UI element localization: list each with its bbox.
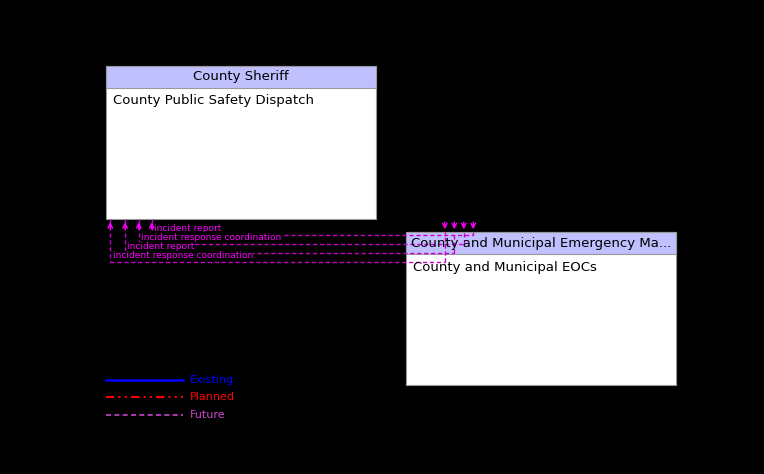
Text: Existing: Existing bbox=[190, 375, 235, 385]
Text: incident response coordination: incident response coordination bbox=[112, 251, 253, 260]
Text: incident report: incident report bbox=[154, 224, 222, 233]
Text: incident report: incident report bbox=[128, 242, 195, 251]
Text: County Public Safety Dispatch: County Public Safety Dispatch bbox=[113, 94, 314, 108]
Text: incident response coordination: incident response coordination bbox=[141, 233, 281, 242]
Bar bbox=[106, 66, 376, 88]
Text: Future: Future bbox=[190, 410, 226, 420]
Text: County and Municipal Emergency Ma...: County and Municipal Emergency Ma... bbox=[411, 237, 672, 249]
Bar bbox=[106, 66, 376, 219]
Text: County Sheriff: County Sheriff bbox=[193, 71, 289, 83]
Text: County and Municipal EOCs: County and Municipal EOCs bbox=[413, 261, 597, 273]
Bar bbox=[406, 232, 676, 385]
Text: Planned: Planned bbox=[190, 392, 235, 402]
Bar bbox=[406, 232, 676, 254]
